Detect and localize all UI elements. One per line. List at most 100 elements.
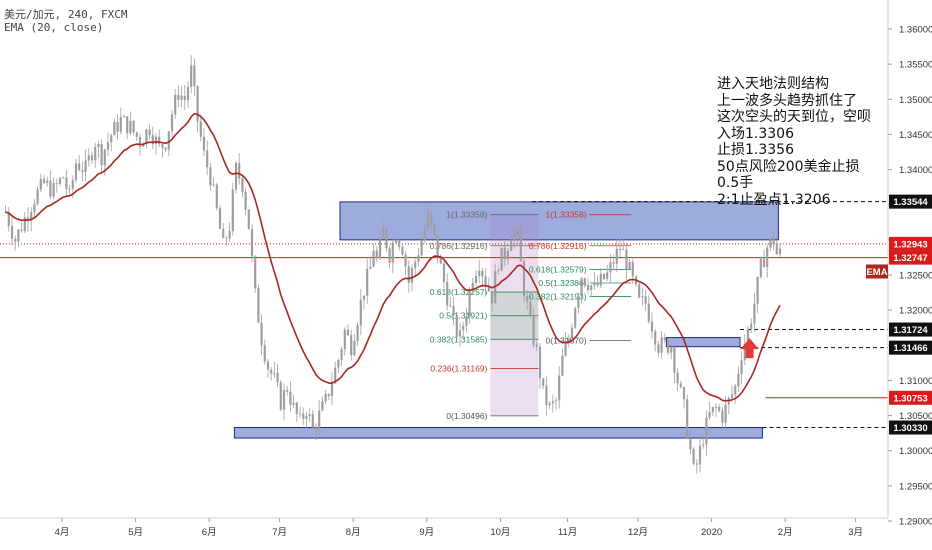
candle-body [270, 369, 273, 374]
candle-body [420, 240, 423, 256]
candle-body [602, 273, 606, 279]
candle-body [321, 401, 324, 411]
fib-level-label: 1(1.33358) [446, 210, 487, 220]
price-tag-label: 1.30753 [893, 393, 927, 404]
price-tick-label: 1.36000 [899, 25, 932, 36]
fib-level-label: 0.786(1.32916) [430, 241, 488, 251]
candle-body [14, 238, 17, 242]
fib-level-label: 1(1.33358) [545, 210, 586, 220]
candle-body [362, 295, 366, 300]
candle-body [289, 391, 292, 405]
fib-level-label: 0.786(1.32916) [529, 241, 587, 251]
candle-body [382, 229, 385, 239]
candle-body [36, 189, 39, 204]
candle-body [340, 349, 343, 361]
candle-body [599, 273, 602, 286]
time-axis[interactable]: 4月 5月 6月 7月 8月 9月 10月 11月 12月 2020 2月 3月 [55, 518, 863, 538]
candle-body [158, 136, 161, 145]
candle-body [676, 372, 679, 384]
candle-body [554, 400, 558, 402]
candle-body [698, 445, 702, 465]
candle-body [7, 211, 10, 227]
candle-body [164, 147, 167, 150]
time-tick-label: 10月 [490, 527, 510, 538]
candle-body [561, 355, 564, 376]
candle-body [225, 237, 228, 239]
candle-body [286, 390, 289, 392]
price-tick-label: 1.32000 [899, 306, 932, 317]
candle-body [346, 329, 350, 336]
candle-body [567, 338, 570, 344]
candle-body [644, 296, 647, 304]
price-tag-box [889, 420, 932, 435]
candle-body [474, 276, 478, 284]
indicator-legend[interactable]: EMA (20, close) [4, 21, 104, 34]
candle-body [433, 224, 436, 235]
candle-body [276, 372, 279, 383]
candle-body [516, 231, 519, 236]
candle-body [260, 322, 263, 346]
arrow-icon [740, 338, 759, 359]
note-line: 50点风险200美金止损 [717, 158, 860, 175]
candle-body [314, 427, 318, 430]
candle-body [30, 212, 33, 221]
candle-body [174, 94, 177, 115]
candle-body [638, 284, 641, 298]
candle-body [391, 242, 394, 263]
candle-body [410, 268, 414, 283]
candle-body [87, 155, 90, 161]
candle-body [81, 170, 84, 172]
candle-body [23, 217, 26, 232]
candle-body [334, 367, 337, 384]
candle-body [500, 247, 503, 271]
fib-level-label: 0.382(1.31585) [430, 334, 488, 344]
candle-body [478, 270, 481, 277]
candle-body [439, 258, 442, 264]
candle-body [238, 163, 241, 179]
time-tick-label: 12月 [628, 527, 648, 538]
price-tag-box [889, 322, 932, 337]
candle-body [132, 120, 135, 133]
candle-body [545, 385, 548, 406]
candle-body [244, 191, 247, 210]
candle-body [737, 373, 740, 387]
candle-body [398, 240, 401, 247]
candle-body [308, 414, 311, 416]
ema-tag-box [866, 264, 888, 279]
supply-demand-zones [233, 201, 779, 439]
horizontal-price-lines [0, 201, 888, 429]
candle-body [231, 189, 234, 232]
ema-line-path [5, 112, 781, 402]
candle-body [673, 347, 676, 373]
candle-body [490, 291, 494, 304]
candle-body [695, 463, 698, 465]
fib-level-label: 0.618(1.32257) [430, 287, 488, 297]
price-tick-label: 1.34000 [899, 165, 932, 176]
candle-body [497, 270, 500, 272]
candle-body [618, 248, 622, 250]
candle-body [206, 150, 209, 168]
candle-body [97, 143, 100, 148]
candle-body [593, 282, 596, 286]
symbol-title[interactable]: 美元/加元, 240, FXCM [4, 8, 128, 21]
candle-body [138, 137, 142, 147]
time-tick-label: 8月 [346, 527, 361, 538]
fib-level-label: 0.382(1.32193) [529, 292, 587, 302]
candle-body [222, 228, 225, 238]
candle-body [468, 290, 471, 317]
candle-body [142, 143, 145, 147]
note-line: 上一波多头趋势抓住了 [717, 92, 857, 109]
candle-body [148, 129, 151, 136]
candle-body [186, 86, 190, 101]
price-tag-label: 1.32943 [893, 239, 927, 250]
candle-body [756, 277, 759, 304]
candle-body [708, 412, 711, 418]
candle-body [199, 121, 202, 137]
candle-body [74, 163, 78, 181]
candle-body [570, 327, 574, 339]
fib-level-label: 0.236(1.31169) [430, 364, 487, 374]
price-tick-label: 1.35500 [899, 60, 932, 71]
candle-body [42, 178, 46, 183]
time-tick-label: 9月 [419, 527, 434, 538]
